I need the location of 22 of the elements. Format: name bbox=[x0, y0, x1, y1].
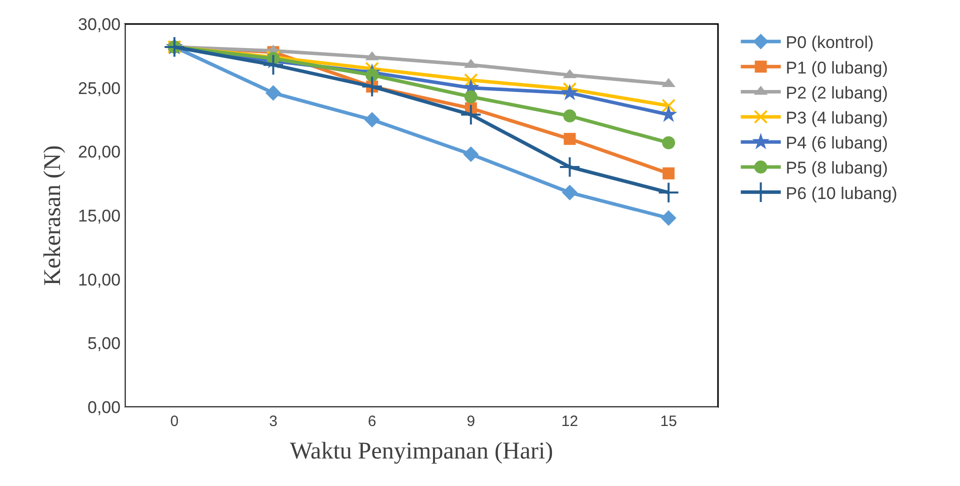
y-tick-label: 0,00 bbox=[88, 398, 121, 417]
y-axis-title: Kekerasan (N) bbox=[40, 145, 66, 286]
y-tick-label: 25,00 bbox=[78, 78, 121, 98]
x-tick-label: 6 bbox=[368, 413, 376, 430]
y-tick-label: 5,00 bbox=[88, 334, 121, 354]
y-tick-label: 20,00 bbox=[78, 142, 121, 162]
y-tick-label: 15,00 bbox=[78, 206, 121, 226]
legend-label: P3 (4 lubang) bbox=[786, 108, 888, 128]
legend-label: P6 (10 lubang) bbox=[786, 184, 898, 203]
legend-label: P5 (8 lubang) bbox=[786, 158, 888, 178]
y-tick-label: 30,00 bbox=[78, 14, 121, 34]
x-tick-label: 12 bbox=[561, 413, 578, 430]
legend-label: P4 (6 lubang) bbox=[786, 134, 888, 153]
x-tick-label: 15 bbox=[660, 413, 677, 430]
legend-label: P2 (2 lubang) bbox=[786, 83, 888, 102]
legend-label: P0 (kontrol) bbox=[786, 33, 874, 52]
legend-label: P1 (0 lubang) bbox=[786, 58, 888, 78]
x-tick-label: 0 bbox=[170, 413, 179, 430]
y-tick-label: 10,00 bbox=[78, 270, 121, 290]
x-tick-label: 3 bbox=[269, 413, 278, 430]
x-tick-label: 9 bbox=[466, 413, 476, 430]
x-axis-title: Waktu Penyimpanan (Hari) bbox=[290, 438, 554, 464]
